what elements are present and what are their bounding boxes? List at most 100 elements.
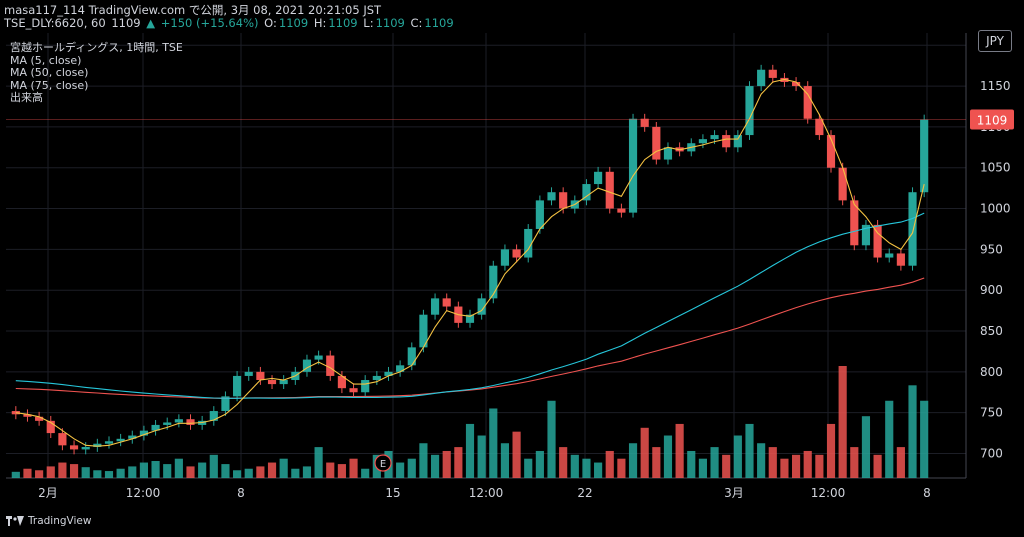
candle-body — [384, 371, 393, 376]
volume-bar — [326, 462, 335, 478]
candle-body — [151, 424, 160, 431]
volume-bar — [850, 447, 859, 478]
candle-body — [594, 171, 603, 185]
candle-body — [104, 441, 114, 444]
candle-body — [209, 411, 218, 421]
volume-bar — [698, 458, 707, 478]
volume-bar — [535, 450, 544, 478]
close-value: 1109 — [424, 16, 454, 30]
volume-bar — [710, 447, 719, 478]
candle-body — [93, 443, 102, 447]
x-tick-label: 8 — [237, 486, 245, 500]
candle-body — [430, 298, 440, 315]
x-tick-label: 15 — [385, 486, 400, 500]
volume-bar — [826, 423, 836, 478]
x-tick-label: 12:00 — [126, 486, 161, 500]
legend-ma5[interactable]: MA (5, close) — [10, 53, 82, 67]
candle-body — [23, 414, 32, 417]
volume-bar — [477, 435, 486, 478]
candle-body — [547, 192, 556, 201]
candle-body — [640, 118, 649, 127]
volume-bar — [594, 462, 603, 478]
legend: 宮越ホールディングス, 1時間, TSE MA (5, close) MA (5… — [10, 41, 183, 105]
volume-bar — [803, 450, 812, 478]
candle-body — [128, 435, 137, 439]
volume-bar — [489, 408, 498, 478]
candle-body — [559, 192, 568, 209]
markers: 1109 E — [6, 109, 1014, 472]
x-tick-label: 22 — [577, 486, 592, 500]
price-chart[interactable]: 70075080085090095010001050110011501200 2… — [0, 30, 1024, 514]
volume-bar — [617, 458, 626, 478]
volume-bar — [104, 471, 114, 478]
candle-body — [419, 314, 428, 348]
open-label: O: — [264, 16, 277, 30]
y-tick-label: 1050 — [980, 161, 1011, 175]
volume-bar — [279, 458, 288, 478]
x-tick-labels: 2月 12:00 8 15 12:00 22 3月 12:00 8 — [38, 486, 931, 500]
publish-info: masa117_114 TradingView.com で公開, 3月 08, … — [4, 3, 382, 17]
volume-bar — [512, 431, 521, 478]
volume-bar — [198, 462, 207, 478]
volume-bar — [11, 471, 20, 478]
volume-bar — [419, 443, 428, 478]
candle-body — [302, 359, 312, 372]
last-price: 1109 — [111, 16, 141, 30]
candle-body — [838, 167, 847, 201]
legend-ma50[interactable]: MA (50, close) — [10, 66, 89, 79]
volume-bar — [267, 462, 277, 478]
candle-body — [908, 192, 917, 266]
candle-body — [407, 347, 416, 366]
candle-body — [652, 126, 661, 160]
currency-button[interactable]: JPY — [978, 30, 1012, 52]
y-tick-label: 750 — [980, 406, 1003, 420]
candle-body — [803, 86, 812, 119]
candle-body — [920, 119, 929, 193]
candle-body — [35, 416, 44, 421]
volume-bar — [547, 400, 556, 478]
ma50-line — [15, 212, 925, 399]
candles — [11, 64, 929, 455]
brand: TradingView — [6, 515, 91, 527]
volume-bar — [244, 468, 253, 478]
volume-bar — [861, 416, 871, 478]
volume-bar — [186, 466, 195, 478]
candle-body — [861, 224, 871, 246]
symbol-name: TSE_DLY:6620, 60 — [4, 16, 106, 30]
volume-bar — [35, 470, 44, 478]
legend-ma75[interactable]: MA (75, close) — [10, 78, 89, 92]
up-arrow-icon: ▲ — [146, 16, 156, 30]
volume-bar — [209, 454, 218, 478]
volume-bar — [46, 466, 55, 478]
candle-body — [617, 208, 626, 213]
candle-body — [174, 419, 183, 423]
volume-bar — [430, 454, 440, 478]
candle-body — [757, 69, 766, 87]
candle-body — [722, 135, 731, 148]
candle-body — [535, 200, 544, 229]
y-tick-label: 1150 — [980, 79, 1011, 93]
volume-bar — [256, 466, 265, 478]
y-tick-label: 850 — [980, 324, 1003, 338]
volume-bar — [139, 462, 148, 478]
volume-bar — [815, 454, 824, 478]
candle-body — [663, 147, 673, 160]
candle-body — [256, 371, 265, 381]
last-price-label: 1109 — [977, 114, 1008, 128]
x-tick-label: 12:00 — [811, 486, 846, 500]
candle-body — [337, 375, 346, 389]
legend-volume[interactable]: 出来高 — [10, 91, 43, 104]
y-tick-labels: 70075080085090095010001050110011501200 — [980, 38, 1011, 460]
y-tick-label: 800 — [980, 365, 1003, 379]
volume-bar — [58, 462, 67, 478]
volume-bars — [11, 366, 929, 478]
volume-bar — [69, 464, 79, 478]
legend-title: 宮越ホールディングス, 1時間, TSE — [10, 41, 183, 54]
volume-bar — [465, 423, 475, 478]
candle-body — [58, 433, 67, 446]
earnings-marker-icon — [374, 454, 392, 472]
candle-body — [850, 200, 859, 246]
volume-bar — [221, 464, 230, 478]
candle-body — [314, 355, 323, 360]
candle-body — [221, 396, 230, 412]
